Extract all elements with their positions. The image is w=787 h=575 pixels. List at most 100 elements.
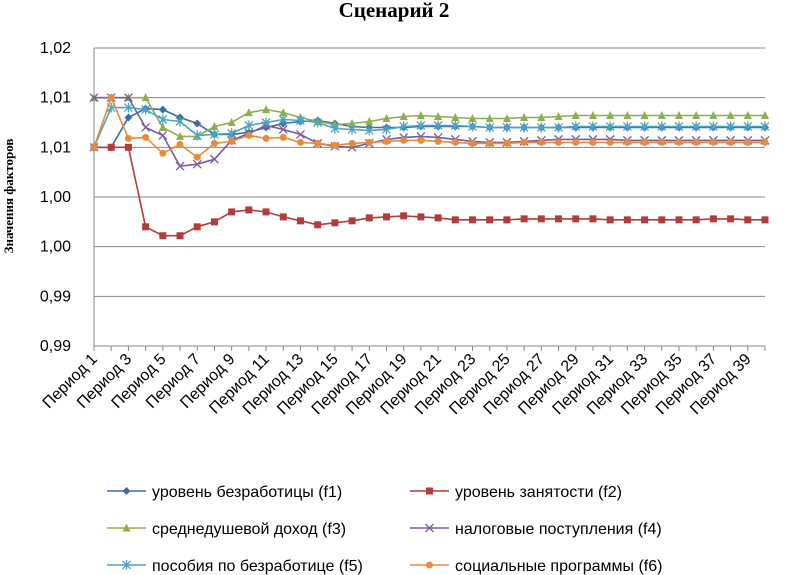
data-point bbox=[159, 232, 167, 240]
data-point bbox=[588, 111, 597, 120]
legend: уровень безработицы (f1) уровень занятост… bbox=[107, 484, 662, 575]
data-point bbox=[426, 561, 433, 569]
data-point bbox=[209, 154, 219, 164]
series-line bbox=[93, 95, 765, 159]
legend-label: среднедушевой доход (f3) bbox=[152, 521, 346, 538]
data-point bbox=[158, 122, 167, 131]
data-point bbox=[365, 138, 373, 146]
data-point bbox=[589, 215, 597, 223]
data-point bbox=[675, 216, 683, 224]
data-point bbox=[485, 114, 494, 123]
data-point bbox=[176, 131, 185, 140]
data-point bbox=[158, 130, 168, 140]
data-point bbox=[158, 105, 167, 114]
series-f5 bbox=[89, 102, 770, 153]
data-point bbox=[743, 121, 753, 132]
data-point bbox=[365, 214, 373, 222]
data-point bbox=[278, 114, 288, 125]
data-point bbox=[726, 111, 735, 120]
data-point bbox=[502, 122, 512, 133]
data-point bbox=[348, 139, 356, 147]
legend-item-f5: пособия по безработице (f5) bbox=[107, 558, 363, 575]
data-point bbox=[605, 121, 615, 132]
data-point bbox=[571, 121, 581, 132]
data-point bbox=[107, 94, 115, 102]
gridlines bbox=[94, 47, 765, 347]
data-point bbox=[588, 121, 598, 132]
data-point bbox=[519, 122, 529, 133]
data-point bbox=[555, 215, 563, 223]
data-point bbox=[641, 138, 649, 146]
legend-item-f4: налоговые поступления (f4) bbox=[410, 521, 662, 538]
data-point bbox=[210, 139, 218, 147]
data-point bbox=[485, 122, 495, 133]
data-point bbox=[228, 137, 236, 145]
data-point bbox=[142, 223, 150, 231]
data-point bbox=[434, 112, 443, 121]
data-point bbox=[571, 111, 580, 120]
data-point bbox=[503, 139, 511, 147]
chart-title: Сценарий 2 bbox=[339, 0, 450, 22]
data-point bbox=[760, 121, 770, 132]
data-point bbox=[107, 143, 115, 151]
data-point bbox=[503, 216, 511, 224]
data-point bbox=[486, 216, 494, 224]
data-point bbox=[744, 138, 752, 146]
data-point bbox=[555, 138, 563, 146]
data-point bbox=[279, 213, 287, 221]
data-point bbox=[554, 112, 563, 121]
data-point bbox=[537, 138, 545, 146]
data-point bbox=[761, 138, 769, 146]
data-point bbox=[469, 139, 477, 147]
data-point bbox=[726, 121, 736, 132]
data-point bbox=[142, 133, 150, 141]
data-point bbox=[210, 121, 219, 130]
data-point bbox=[486, 139, 494, 147]
data-point bbox=[141, 123, 151, 132]
data-point bbox=[141, 93, 150, 102]
data-point bbox=[640, 121, 650, 132]
legend-item-f1: уровень безработицы (f1) bbox=[107, 484, 342, 501]
data-point bbox=[640, 111, 649, 120]
data-point bbox=[89, 93, 99, 103]
data-point bbox=[382, 124, 391, 135]
data-point bbox=[314, 221, 322, 229]
series-f1 bbox=[90, 104, 769, 152]
data-point bbox=[641, 216, 649, 224]
y-tick-label: 1,00 bbox=[40, 189, 71, 206]
data-point bbox=[417, 213, 425, 221]
axes bbox=[93, 48, 766, 351]
data-point bbox=[674, 121, 684, 132]
y-tick-label: 1,01 bbox=[40, 139, 71, 156]
data-point bbox=[708, 121, 718, 132]
data-point bbox=[124, 113, 133, 122]
data-point bbox=[90, 143, 98, 151]
data-point bbox=[382, 137, 390, 145]
data-point bbox=[123, 102, 133, 113]
data-point bbox=[692, 216, 700, 224]
data-point bbox=[279, 108, 288, 117]
data-point bbox=[469, 216, 477, 224]
data-point bbox=[193, 153, 201, 161]
y-tick-label: 1,01 bbox=[40, 90, 71, 107]
data-point bbox=[727, 215, 735, 223]
data-point bbox=[691, 121, 701, 132]
data-point bbox=[124, 134, 132, 142]
data-point bbox=[434, 214, 442, 222]
data-point bbox=[278, 124, 288, 134]
data-point bbox=[537, 215, 545, 223]
y-tick-label: 1,00 bbox=[40, 239, 71, 256]
data-point bbox=[572, 215, 580, 223]
data-point bbox=[606, 216, 614, 224]
y-tick-label: 1,02 bbox=[40, 40, 71, 57]
data-point bbox=[589, 138, 597, 146]
data-point bbox=[450, 120, 460, 131]
data-point bbox=[382, 114, 391, 123]
data-point bbox=[426, 487, 433, 495]
data-point bbox=[674, 111, 683, 120]
data-point bbox=[502, 114, 511, 123]
data-point bbox=[193, 119, 202, 128]
data-point bbox=[743, 111, 752, 120]
data-point bbox=[658, 138, 666, 146]
data-point bbox=[761, 216, 769, 224]
